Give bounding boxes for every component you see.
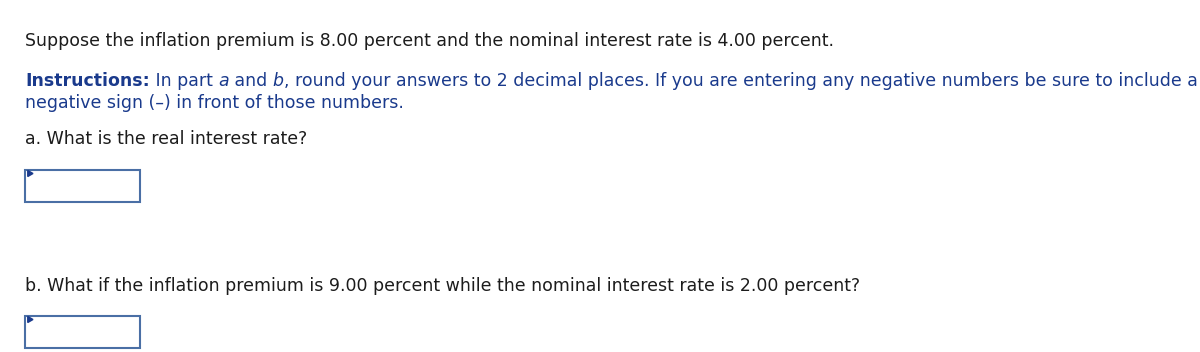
Text: b. What if the inflation premium is 9.00 percent while the nominal interest rate: b. What if the inflation premium is 9.00…: [25, 277, 860, 295]
Bar: [25, 316, 140, 348]
Text: negative sign (–) in front of those numbers.: negative sign (–) in front of those numb…: [25, 94, 404, 112]
Text: a. What is the real interest rate?: a. What is the real interest rate?: [25, 130, 307, 148]
Bar: [25, 170, 140, 202]
Text: and: and: [229, 72, 272, 90]
Text: b: b: [272, 72, 283, 90]
Text: a: a: [218, 72, 229, 90]
Text: , round your answers to 2 decimal places. If you are entering any negative numbe: , round your answers to 2 decimal places…: [283, 72, 1198, 90]
Text: In part: In part: [150, 72, 218, 90]
Text: Suppose the inflation premium is 8.00 percent and the nominal interest rate is 4: Suppose the inflation premium is 8.00 pe…: [25, 32, 834, 50]
Text: Instructions:: Instructions:: [25, 72, 150, 90]
